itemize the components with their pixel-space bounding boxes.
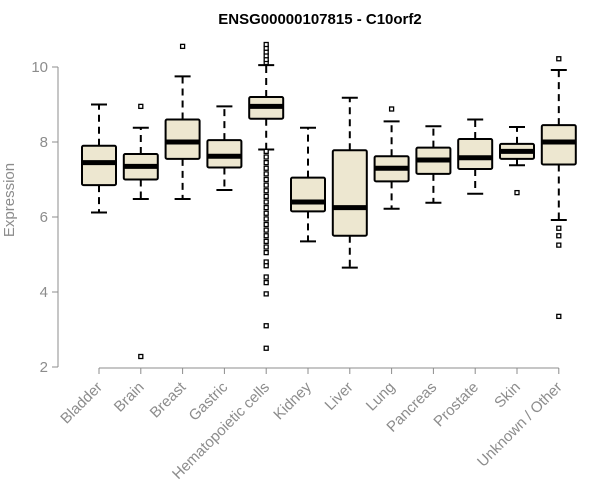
box-prostate — [457, 118, 494, 195]
box-pancreas — [415, 125, 452, 204]
iqr-box — [290, 176, 326, 213]
outlier-point — [263, 279, 269, 286]
box-gastric — [206, 105, 243, 191]
y-tick-label: 10 — [31, 59, 48, 76]
x-tick-label: Brain — [111, 379, 148, 416]
chart-title: ENSG00000107815 - C10orf2 — [218, 11, 421, 28]
x-tick-label: Skin — [491, 379, 524, 412]
outlier-point — [263, 216, 269, 222]
outlier-point — [556, 233, 562, 239]
outlier-point — [263, 199, 269, 205]
outlier-point — [263, 148, 269, 155]
y-tick-label: 4 — [40, 284, 48, 301]
y-tick-label: 6 — [40, 209, 48, 226]
box-unknown-other — [540, 56, 577, 320]
outlier-point — [556, 225, 562, 231]
outlier-point — [263, 171, 269, 177]
outlier-point — [514, 189, 520, 196]
outlier-point — [263, 274, 269, 280]
box-lung — [373, 106, 410, 210]
outlier-point — [263, 221, 269, 228]
outlier-point — [263, 345, 269, 351]
iqr-box — [540, 124, 577, 166]
x-tick-label: Kidney — [270, 378, 315, 423]
outlier-point — [263, 227, 269, 233]
outlier-point — [263, 244, 269, 250]
iqr-box — [331, 149, 368, 237]
outlier-point — [263, 165, 269, 171]
box-kidney — [290, 126, 326, 243]
outlier-point — [263, 154, 269, 160]
outlier-point — [263, 159, 269, 166]
y-axis: 2 4 6 8 10 — [31, 59, 59, 376]
outlier-point — [263, 233, 269, 239]
x-tick-label: Lung — [363, 379, 399, 415]
y-axis-label: Expression — [1, 163, 18, 237]
iqr-box — [81, 144, 117, 187]
outlier-point — [138, 103, 144, 110]
outlier-point — [263, 210, 269, 216]
outlier-point — [263, 176, 269, 183]
outlier-point — [556, 56, 562, 62]
box-liver — [331, 96, 368, 269]
box-breast — [164, 43, 201, 200]
outlier-point — [263, 249, 269, 256]
outlier-point — [263, 193, 269, 200]
y-tick-label: 8 — [40, 134, 48, 151]
x-tick-label: Liver — [322, 379, 357, 414]
outlier-point — [263, 238, 269, 245]
outlier-point — [556, 242, 562, 248]
outlier-point — [263, 182, 269, 188]
outlier-point — [388, 106, 395, 112]
y-tick-label: 2 — [40, 359, 48, 376]
boxes-group — [81, 41, 577, 360]
outlier-point — [263, 263, 269, 269]
outlier-point — [263, 204, 269, 211]
box-bladder — [81, 103, 117, 214]
x-tick-label: Bladder — [57, 379, 106, 428]
outlier-point — [179, 43, 186, 50]
x-tick-label: Prostate — [430, 379, 482, 431]
outlier-point — [263, 41, 269, 48]
outlier-point — [263, 188, 269, 194]
outlier-point — [556, 313, 562, 320]
iqr-box — [457, 138, 494, 170]
outlier-point — [138, 353, 144, 360]
box-brain — [122, 103, 159, 360]
outlier-point — [263, 291, 269, 297]
box-hematopoietic-cells — [248, 41, 285, 351]
outlier-point — [263, 323, 269, 329]
box-skin — [499, 126, 535, 196]
x-tick-label: Breast — [147, 378, 190, 421]
iqr-box — [164, 118, 201, 160]
